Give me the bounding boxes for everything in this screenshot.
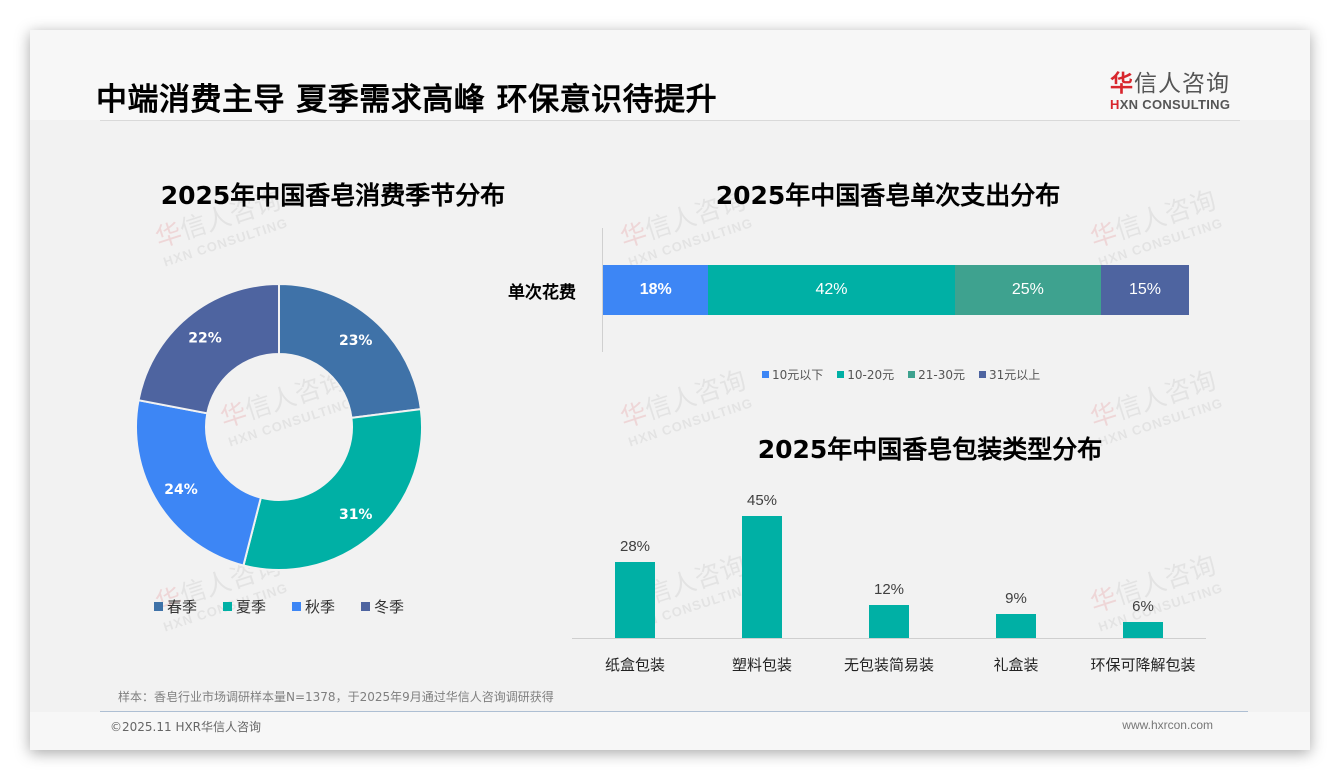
stacked-legend: 10元以下 10-20元 21-30元 31元以上 <box>762 366 1054 383</box>
column-bar <box>1123 621 1163 638</box>
column-category-label: 无包装简易装 <box>843 656 934 674</box>
donut-slice-3 <box>135 399 263 567</box>
slide: 中端消费主导 夏季需求高峰 环保意识待提升 华信人咨询 HXN CONSULTI… <box>30 30 1310 750</box>
header-band <box>30 30 1310 120</box>
logo-en-text: XN CONSULTING <box>1119 97 1231 112</box>
legend-label: 冬季 <box>374 598 405 616</box>
stacked-segment: 15% <box>1101 265 1189 315</box>
column-value-label: 45% <box>746 492 778 510</box>
legend-label: 春季 <box>167 598 198 616</box>
legend-swatch <box>762 371 769 378</box>
footer-divider <box>100 711 1248 712</box>
legend-swatch <box>979 371 987 378</box>
legend-item: 春季 <box>154 596 197 617</box>
footer-band <box>30 712 1310 750</box>
website-link[interactable]: www.hxrcon.com <box>1122 718 1213 732</box>
legend-item: 21-30元 <box>908 366 965 383</box>
legend-label: 10元以下 <box>772 368 824 382</box>
legend-swatch <box>292 602 302 611</box>
legend-item: 冬季 <box>361 596 404 617</box>
legend-item: 夏季 <box>223 596 266 617</box>
logo-en-mark: H <box>1110 97 1120 112</box>
donut-slice-label: 24% <box>164 482 198 498</box>
column-value-label: 6% <box>1132 597 1154 615</box>
stacked-category-axis <box>602 228 603 352</box>
legend-label: 秋季 <box>305 598 336 616</box>
season-donut-chart: 23% 31% 24% 22% <box>135 282 423 571</box>
column-category-label: 礼盒装 <box>993 656 1039 674</box>
donut-slice-label: 23% <box>339 333 373 349</box>
donut-slice-1 <box>278 282 422 419</box>
column-category-label: 纸盒包装 <box>604 656 665 674</box>
stacked-category-label: 单次花费 <box>508 283 576 303</box>
column-chart-baseline <box>572 638 1206 639</box>
column-chart-title: 2025年中国香皂包装类型分布 <box>757 435 1103 464</box>
column-bar <box>742 516 782 638</box>
legend-swatch <box>223 602 233 611</box>
donut-slice-4 <box>137 282 280 415</box>
copyright: ©2025.11 HXR华信人咨询 <box>110 720 262 734</box>
legend-label: 夏季 <box>236 598 267 616</box>
legend-item: 31元以上 <box>979 366 1040 383</box>
legend-label: 10-20元 <box>847 368 895 382</box>
donut-slice-2 <box>242 407 423 571</box>
legend-item: 10-20元 <box>837 366 894 383</box>
page-title: 中端消费主导 夏季需求高峰 环保意识待提升 <box>96 82 718 118</box>
legend-label: 31元以上 <box>989 368 1041 382</box>
legend-swatch <box>908 371 916 378</box>
column-value-label: 12% <box>873 581 905 599</box>
stacked-segment: 25% <box>954 265 1102 315</box>
legend-swatch <box>154 602 163 611</box>
column-value-label: 28% <box>619 538 651 556</box>
donut-slice-label: 22% <box>188 331 222 347</box>
legend-item: 10元以下 <box>762 366 823 383</box>
column-bar <box>615 562 655 638</box>
legend-swatch <box>837 371 845 378</box>
legend-item: 秋季 <box>292 596 335 617</box>
legend-swatch <box>361 602 371 611</box>
donut-slice-label: 31% <box>339 507 373 523</box>
header-divider <box>100 120 1240 121</box>
column-bar <box>869 605 909 638</box>
stacked-segment: 42% <box>708 265 955 315</box>
spend-stacked-bar: 18% 42% 25% 15% <box>603 265 1189 315</box>
donut-legend: 春季 夏季 秋季 冬季 <box>154 596 430 617</box>
logo-cn-mark: 华 <box>1110 71 1134 97</box>
column-category-label: 环保可降解包装 <box>1090 656 1196 674</box>
column-bar <box>996 613 1036 638</box>
logo-cn-text: 信人咨询 <box>1134 71 1230 97</box>
source-note: 样本：香皂行业市场调研样本量N=1378，于2025年9月通过华信人咨询调研获得 <box>118 690 554 704</box>
stacked-segment: 18% <box>603 265 709 315</box>
column-category-label: 塑料包装 <box>731 656 792 674</box>
company-logo: 华信人咨询 HXN CONSULTING <box>1110 64 1240 112</box>
column-value-label: 9% <box>1005 589 1027 607</box>
legend-label: 21-30元 <box>918 368 966 382</box>
donut-chart-title: 2025年中国香皂消费季节分布 <box>160 181 506 210</box>
stacked-chart-title: 2025年中国香皂单次支出分布 <box>715 181 1061 210</box>
